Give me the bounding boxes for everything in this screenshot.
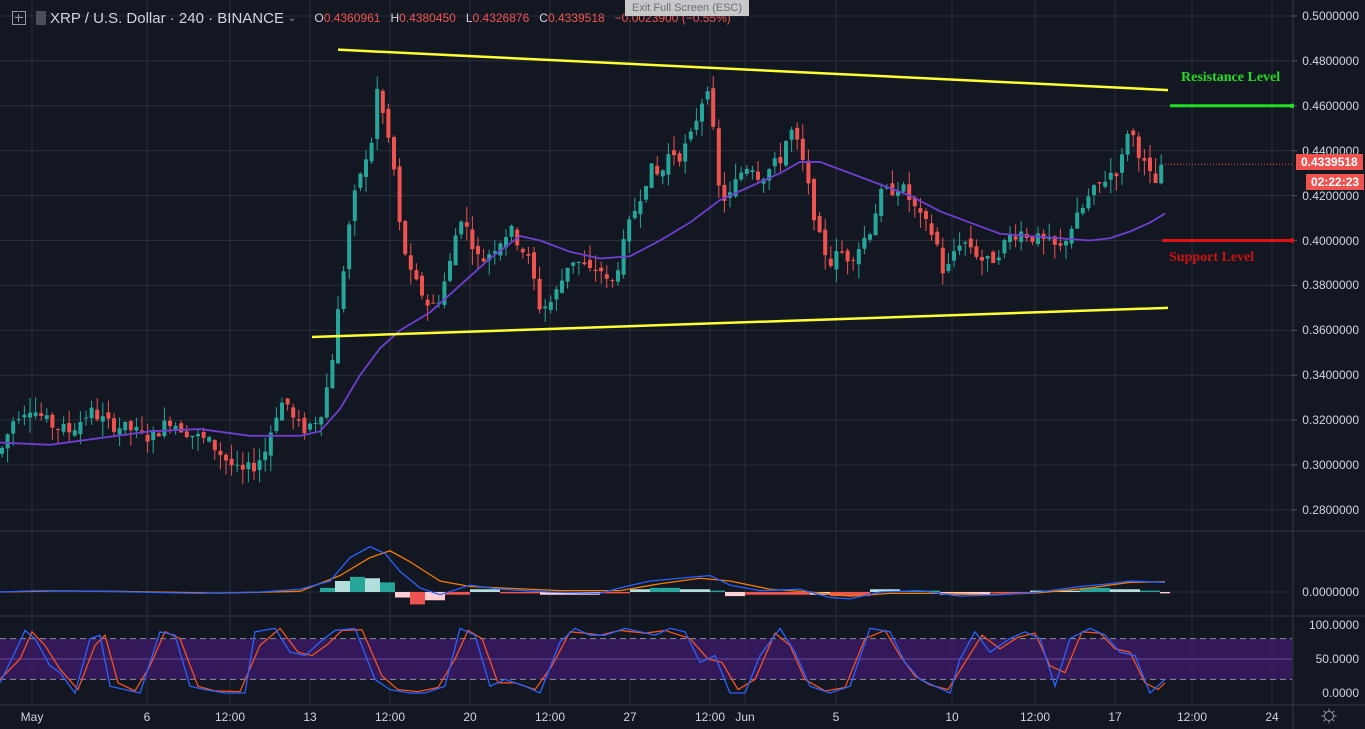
ohlc-close-key: C	[539, 11, 548, 25]
chart-header: XRP / U.S. Dollar · 240 · BINANCE ⌄ O0.4…	[0, 0, 731, 36]
time-axis-label: 12:00	[694, 710, 726, 724]
time-axis-label: 12:00	[1019, 710, 1051, 724]
time-axis-label: 10	[945, 710, 959, 724]
ohlc-open-key: O	[314, 11, 324, 25]
time-axis-label: 27	[623, 710, 637, 724]
price-axis-label: 0.3400000	[1302, 368, 1359, 383]
time-axis-label: 12:00	[214, 710, 246, 724]
resistance-level-label: Resistance Level	[1181, 70, 1281, 85]
time-axis-label: 24	[1265, 710, 1279, 724]
ohlc-high-value: 0.4380450	[399, 11, 456, 25]
ohlc-low-value: 0.4326876	[472, 11, 530, 25]
ohlc-high-key: H	[390, 11, 400, 25]
time-axis-label: 12:00	[1176, 710, 1208, 724]
price-axis-label: 0.4600000	[1302, 98, 1359, 113]
add-symbol-icon[interactable]	[12, 11, 26, 25]
time-axis-label: 5	[832, 710, 840, 724]
price-axis-label: 0.2800000	[1302, 502, 1359, 517]
price-axis-label: 0.3000000	[1302, 458, 1359, 472]
macd-zero-label: 0.0000000	[1302, 585, 1359, 599]
stoch-0-label: 0.0000	[1322, 686, 1359, 700]
price-axis-label: 0.4800000	[1302, 53, 1359, 68]
stoch-100-label: 100.0000	[1308, 618, 1359, 632]
bar-countdown-badge: 02:22:23	[1306, 174, 1365, 190]
support-level-label: Support Level	[1169, 250, 1255, 265]
ohlc-low-key: L	[465, 11, 473, 25]
time-axis-label: May	[20, 710, 44, 724]
price-axis-label: 0.3200000	[1302, 413, 1359, 428]
time-axis-label: 13	[303, 710, 317, 724]
price-axis-label: 0.3800000	[1302, 278, 1359, 293]
settings-gear-icon[interactable]	[1321, 708, 1337, 724]
time-axis-label: 17	[1108, 710, 1122, 724]
price-axis-label: 0.4000000	[1302, 233, 1359, 248]
time-axis-label: 12:00	[534, 710, 566, 724]
symbol-logo-icon	[36, 11, 46, 25]
time-axis-label: 20	[463, 710, 477, 724]
symbol-title[interactable]: XRP / U.S. Dollar · 240 · BINANCE	[50, 9, 284, 27]
stoch-50-label: 50.0000	[1315, 652, 1359, 666]
price-axis-label: 0.4200000	[1302, 188, 1359, 203]
time-axis-label: 12:00	[374, 710, 406, 724]
ohlc-open-value: 0.4360961	[323, 11, 381, 25]
time-axis-label: 6	[143, 710, 151, 724]
exit-fullscreen-button[interactable]: Exit Full Screen (ESC)	[625, 0, 749, 16]
time-axis-label: Jun	[735, 710, 755, 724]
chevron-down-icon[interactable]: ⌄	[287, 12, 297, 24]
ohlc-close-value: 0.4339518	[547, 11, 605, 25]
price-axis-label: 0.5000000	[1302, 9, 1359, 23]
price-axis-label: 0.3600000	[1302, 323, 1359, 338]
current-price-badge: 0.4339518	[1296, 154, 1363, 170]
